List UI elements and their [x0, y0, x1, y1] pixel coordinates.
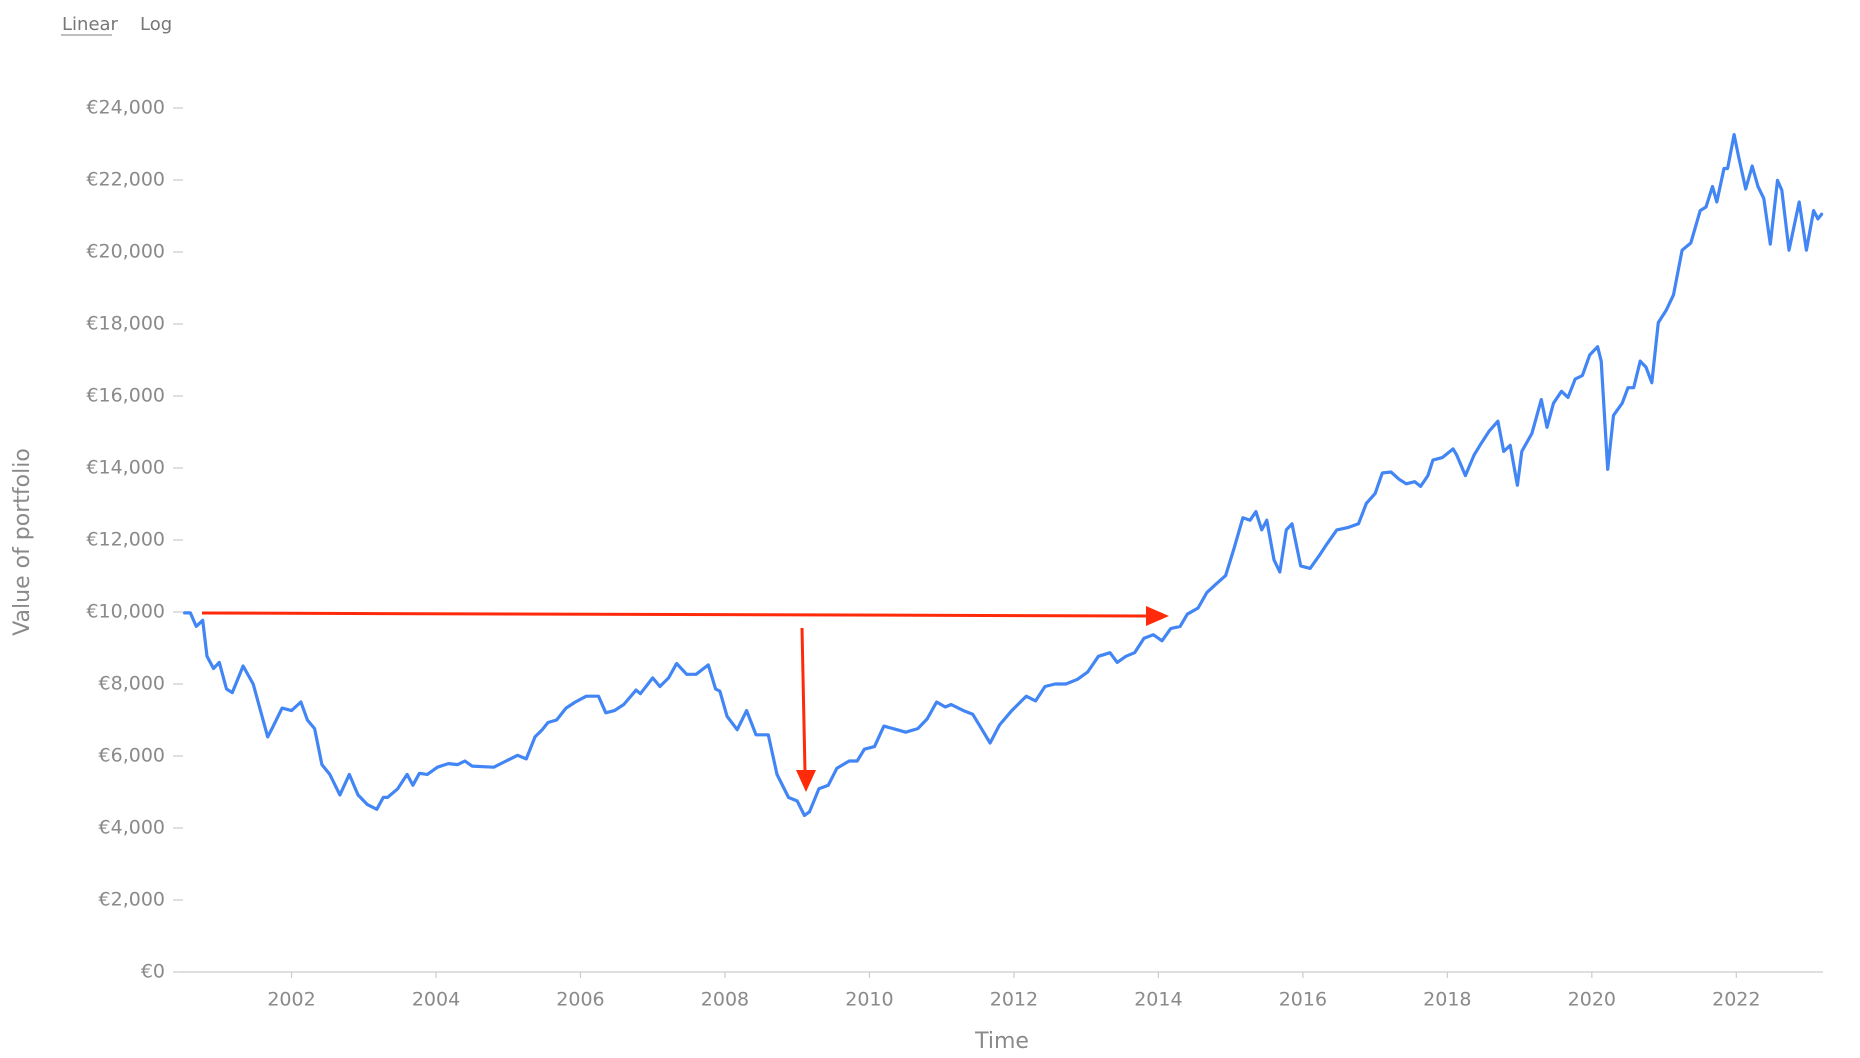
portfolio-line — [183, 133, 1824, 817]
vertical-arrow — [800, 627, 807, 773]
y-tick-label: €0 — [141, 961, 165, 983]
x-tick-label: 2020 — [1568, 989, 1616, 1011]
y-tick-label: €16,000 — [86, 385, 165, 407]
linear-toggle[interactable]: Linear — [62, 14, 119, 35]
y-tick-label: €20,000 — [86, 241, 165, 263]
y-tick-label: €24,000 — [86, 97, 165, 119]
x-tick-label: 2004 — [412, 989, 460, 1011]
y-tick-label: €14,000 — [86, 457, 165, 479]
y-tick-label: €6,000 — [99, 745, 165, 767]
arrow-head — [796, 770, 816, 792]
y-axis-label: Value of portfolio — [10, 448, 35, 636]
x-axis-label: Time — [974, 1029, 1029, 1054]
y-tick-label: €10,000 — [86, 601, 165, 623]
y-tick-label: €12,000 — [86, 529, 165, 551]
x-tick-label: 2012 — [990, 989, 1038, 1011]
y-tick-label: €8,000 — [99, 673, 165, 695]
y-tick-label: €4,000 — [99, 817, 165, 839]
x-tick-label: 2018 — [1423, 989, 1471, 1011]
x-tick-label: 2006 — [556, 989, 604, 1011]
horizontal-arrow — [201, 611, 1151, 618]
x-tick-label: 2010 — [845, 989, 893, 1011]
log-toggle[interactable]: Log — [140, 14, 172, 35]
x-tick-label: 2008 — [701, 989, 749, 1011]
annotation-arrows — [201, 606, 1169, 792]
x-tick-label: 2002 — [267, 989, 315, 1011]
x-tick-label: 2022 — [1712, 989, 1760, 1011]
y-tick-label: €18,000 — [86, 313, 165, 335]
y-tick-label: €2,000 — [99, 889, 165, 911]
x-tick-label: 2014 — [1134, 989, 1182, 1011]
y-tick-label: €22,000 — [86, 169, 165, 191]
x-tick-label: 2016 — [1279, 989, 1327, 1011]
arrow-head — [1146, 606, 1169, 626]
